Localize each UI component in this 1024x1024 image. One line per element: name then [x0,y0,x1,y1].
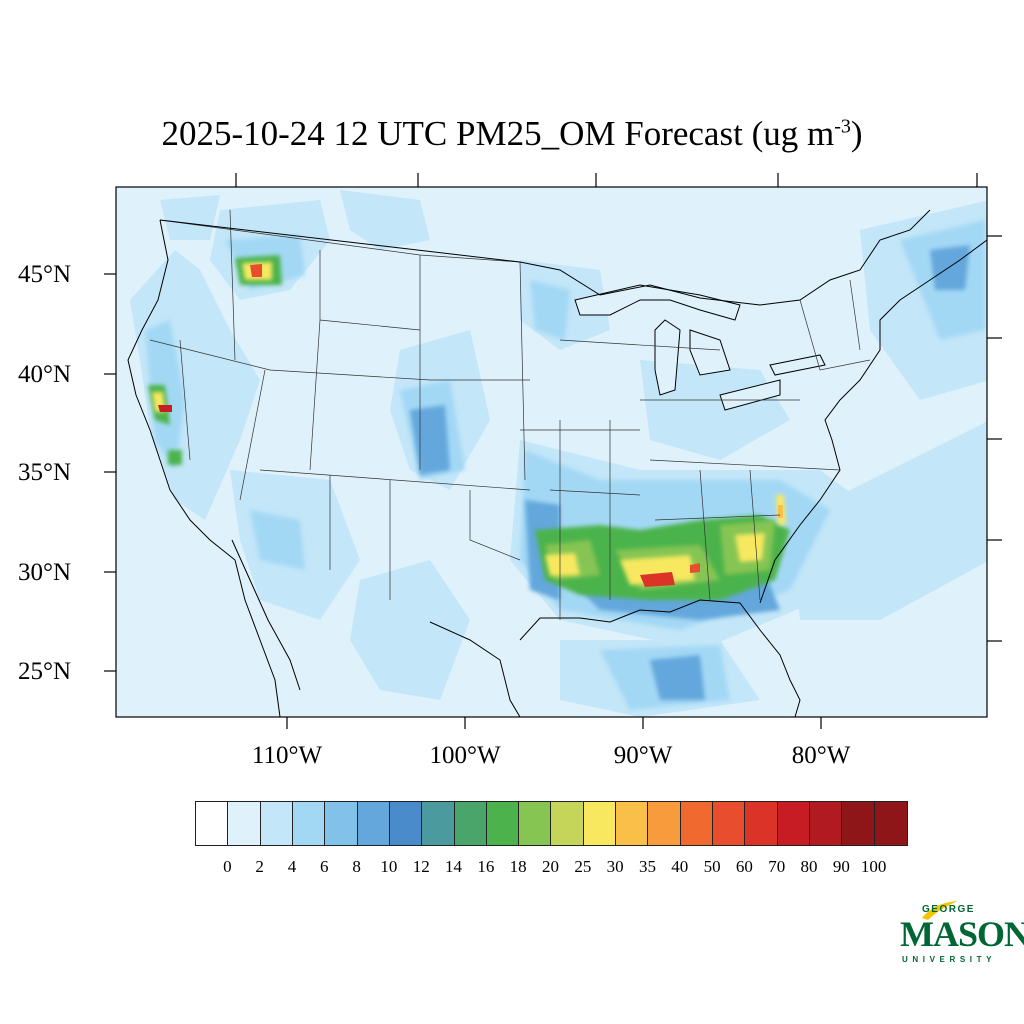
colorbar-swatch [551,802,584,845]
colorbar-label: 0 [223,857,232,876]
colorbar-label: 70 [768,857,786,876]
colorbar-label: 14 [445,857,463,876]
colorbar-swatch [454,802,487,845]
colorbar-swatch [583,802,617,845]
colorbar-swatch [519,802,552,845]
logo-line-university: UNIVERSITY [902,955,997,964]
lat-label-35n: 35°N [18,459,72,486]
chart-title: 2025-10-24 12 UTC PM25_OM Forecast (ug m… [0,112,1024,156]
title-superscript: -3 [834,115,851,138]
lon-label-90w: 90°W [613,742,673,769]
logo-line-george: GEORGE [922,904,975,915]
colorbar-label: 18 [509,857,527,876]
colorbar-label: 35 [638,857,656,876]
colorbar-swatch [874,802,907,845]
colorbar-swatch [680,802,713,845]
great-lakes [574,284,826,411]
state-borders [149,209,871,620]
lat-label-30n: 30°N [18,559,72,586]
colorbar-swatch [228,802,261,845]
logo-flame-icon [922,901,958,920]
logo-line-mason: MASON [900,914,1024,954]
coastline [127,219,987,717]
colorbar-label: 50 [703,857,721,876]
colorbar-swatch [842,802,875,845]
lat-label-40n: 40°N [18,361,72,388]
colorbar-label: 12 [412,857,430,876]
lat-label-25n: 25°N [18,658,72,685]
colorbar-label: 10 [380,857,398,876]
colorbar-label: 6 [320,857,329,876]
colorbar-label: 30 [606,857,624,876]
colorbar-swatch [713,802,746,845]
colorbar-swatch [196,802,229,845]
colorbar [195,801,908,846]
colorbar-label: 90 [832,857,850,876]
colorbar-swatch [422,802,455,845]
colorbar-label: 80 [800,857,818,876]
george-mason-logo: GEORGE MASON UNIVERSITY [898,900,1024,970]
colorbar-label: 16 [477,857,495,876]
colorbar-label: 40 [671,857,689,876]
lon-label-100w: 100°W [429,742,501,769]
colorbar-label: 20 [542,857,559,876]
colorbar-label: 100 [860,857,887,876]
colorbar-swatch [809,802,843,845]
lat-label-45n: 45°N [18,261,72,288]
colorbar-swatch [292,802,326,845]
colorbar-label: 4 [287,857,297,876]
colorbar-label: 8 [352,857,361,876]
lon-label-110w: 110°W [251,742,323,769]
tick-marks [104,173,1002,729]
colorbar-label: 2 [255,857,264,876]
colorbar-swatch [389,802,423,845]
colorbar-swatch [777,802,810,845]
colorbar-label: 60 [735,857,753,876]
lon-label-80w: 80°W [791,742,851,769]
title-suffix: ) [850,114,863,153]
colorbar-swatch [486,802,520,845]
colorbar-swatch [616,802,649,845]
colorbar-swatch [745,802,778,845]
map-frame [115,186,988,718]
colorbar-swatch [260,802,293,845]
title-text: 2025-10-24 12 UTC PM25_OM Forecast (ug m [161,114,835,153]
pm-field-red [158,264,783,587]
colorbar-swatch [325,802,358,845]
colorbar-swatch [648,802,681,845]
colorbar-label: 25 [574,857,592,876]
canada-border [159,209,931,306]
colorbar-swatch [357,802,390,845]
